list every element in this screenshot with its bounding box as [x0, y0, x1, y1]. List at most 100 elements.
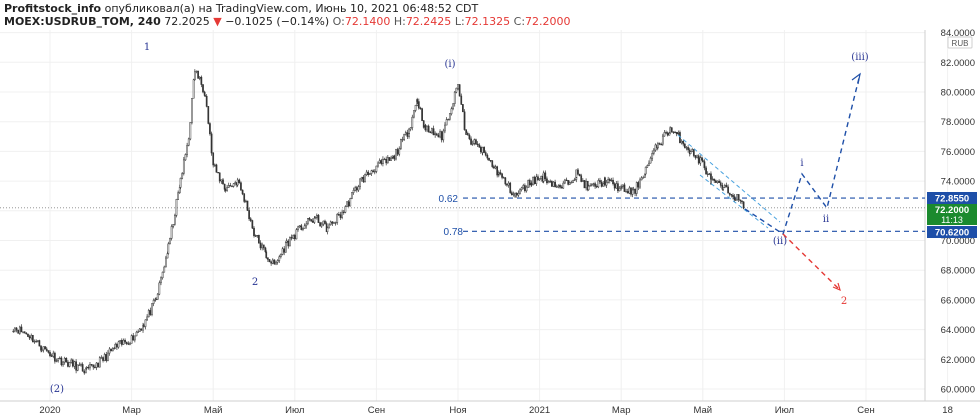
- candle-body: [35, 340, 37, 343]
- candle-body: [342, 211, 345, 214]
- down-arrow-icon: ▼: [213, 15, 222, 28]
- candle-body: [626, 191, 629, 194]
- candle-body: [156, 293, 159, 300]
- price-axis-ticks: 84.0000 82.0000 80.0000 78.0000 76.0000 74.00…: [941, 28, 975, 395]
- candle-body: [519, 189, 521, 194]
- candle-body: [192, 79, 195, 99]
- candle-body: [657, 143, 659, 148]
- candle-body: [102, 357, 104, 361]
- y-tick-label: 78.0000: [941, 117, 975, 128]
- candle-body: [58, 357, 61, 359]
- candle-body: [722, 186, 725, 190]
- candle-body: [555, 186, 558, 188]
- candle-body: [33, 341, 36, 343]
- candle-body: [613, 183, 616, 189]
- candle-body: [283, 248, 286, 253]
- candle-body: [672, 131, 675, 133]
- candle-body: [36, 340, 39, 342]
- candle-body: [290, 237, 293, 239]
- candle-body: [462, 104, 464, 113]
- candle-body: [728, 192, 731, 195]
- candle-body: [701, 159, 704, 162]
- candle-body: [431, 128, 433, 133]
- y-tick-label: 84.0000: [941, 28, 975, 39]
- symbol-name[interactable]: MOEX:USDRUB_TOM, 240: [4, 15, 161, 28]
- candle-body: [439, 131, 441, 138]
- candle-body: [501, 173, 503, 178]
- candle-body: [181, 173, 184, 179]
- candle-body: [395, 149, 397, 160]
- y-tick-label: 62.0000: [941, 355, 975, 366]
- candle-body: [289, 237, 291, 247]
- wave-label-2: 2: [252, 277, 258, 288]
- candle-body: [687, 147, 689, 151]
- candle-body: [241, 189, 244, 195]
- candle-body: [573, 179, 576, 181]
- publisher-name[interactable]: Profitstock_info: [4, 2, 102, 15]
- candle-body: [377, 162, 379, 167]
- candle-body: [554, 181, 556, 188]
- candle-body: [493, 166, 495, 169]
- candle-body: [602, 183, 605, 187]
- candle-body: [85, 367, 87, 374]
- y-tick-label: 70.0000: [941, 236, 975, 247]
- candle-body: [421, 108, 423, 121]
- candle-body: [120, 340, 123, 345]
- candle-body: [435, 133, 438, 136]
- candle-body: [152, 300, 155, 304]
- candle-body: [612, 179, 614, 185]
- candle-body: [631, 189, 634, 195]
- candle-body: [737, 194, 740, 201]
- candle-body: [87, 366, 90, 369]
- candle-body: [30, 334, 33, 339]
- candle-body: [172, 224, 175, 227]
- last-price: 72.2025: [164, 15, 210, 28]
- candle-body: [697, 155, 700, 164]
- candle-body: [129, 343, 131, 345]
- candle-body: [589, 185, 592, 187]
- candle-body: [75, 361, 77, 371]
- candle-body: [17, 329, 20, 334]
- candle-body: [661, 135, 664, 145]
- candle-body: [90, 364, 93, 366]
- candle-body: [44, 346, 46, 350]
- candle-body: [559, 185, 561, 188]
- wave-label-2-red: 2: [841, 296, 847, 307]
- candle-body: [362, 176, 365, 182]
- candle-body: [47, 350, 50, 353]
- candle-body: [373, 171, 376, 173]
- candle-body: [618, 188, 621, 192]
- candle-body: [393, 155, 396, 160]
- candle-body: [632, 188, 635, 191]
- candle-body: [715, 180, 717, 183]
- candle-body: [179, 177, 182, 188]
- candle-body: [575, 169, 578, 178]
- candle-body: [649, 157, 652, 164]
- candle-body: [568, 182, 571, 185]
- x-tick-label: Сен: [368, 405, 385, 416]
- fib-label-078: 0.78: [444, 227, 464, 238]
- candle-body: [223, 183, 226, 190]
- candle-body: [560, 186, 563, 189]
- candle-body: [293, 235, 296, 240]
- candle-body: [365, 171, 368, 175]
- candle-body: [372, 170, 374, 173]
- candle-body: [285, 240, 288, 243]
- candle-body: [40, 349, 43, 351]
- tag-last: 72.2000: [935, 205, 969, 216]
- candle-body: [68, 362, 71, 367]
- candle-body: [251, 220, 254, 229]
- candle-body: [599, 180, 601, 183]
- candle-body: [675, 132, 678, 135]
- candle-body: [448, 113, 451, 120]
- candle-body: [217, 172, 219, 174]
- candle-body: [608, 178, 611, 181]
- candle-body: [442, 130, 445, 141]
- candle-body: [147, 310, 150, 318]
- candle-body: [149, 310, 152, 315]
- candle-body: [135, 331, 138, 337]
- candle-body: [253, 227, 255, 237]
- candle-body: [76, 364, 79, 371]
- x-tick-label: Июл: [775, 405, 794, 416]
